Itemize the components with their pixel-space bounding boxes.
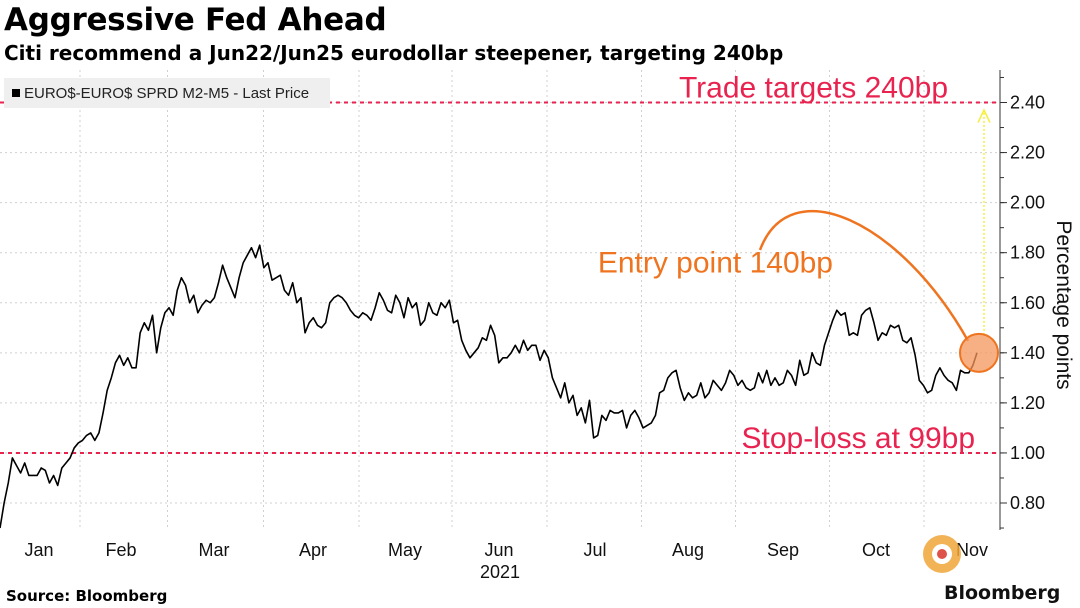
x-tick-label: Sep <box>767 540 799 560</box>
target-arrow <box>977 108 991 335</box>
y-tick-label: 2.20 <box>1010 143 1045 163</box>
legend: EURO$-EURO$ SPRD M2-M5 - Last Price <box>4 78 330 108</box>
legend-swatch <box>12 89 20 97</box>
reference-line-label: Stop-loss at 99bp <box>742 422 975 455</box>
y-tick-label: 1.40 <box>1010 343 1045 363</box>
y-tick-label: 1.00 <box>1010 443 1045 463</box>
x-axis-labels: Jan Feb Mar Apr May Jun Jul Aug Sep Oct Nov <box>24 540 988 560</box>
x-tick-label: Jun <box>484 540 513 560</box>
x-tick-label: Jul <box>583 540 606 560</box>
entry-point-marker <box>959 332 999 373</box>
x-tick-label: Jan <box>24 540 53 560</box>
target-arrow-head <box>977 108 991 123</box>
chart-subtitle: Citi recommend a Jun22/Jun25 eurodollar … <box>4 41 784 65</box>
y-axis: 0.80 1.00 1.20 1.40 1.60 1.80 2.00 2.20 2.40 <box>999 70 1045 530</box>
x-tick-label: Nov <box>956 540 988 560</box>
x-tick-label: Aug <box>672 540 704 560</box>
entry-point-label: Entry point 140bp <box>598 247 833 280</box>
series-line-eurodollar-spread <box>0 244 978 529</box>
x-axis-year-label: 2021 <box>480 562 520 582</box>
y-tick-label: 2.40 <box>1010 93 1045 113</box>
reference-line-label: Trade targets 240bp <box>679 72 948 105</box>
entry-connector-curve <box>758 209 970 342</box>
y-tick-label: 1.20 <box>1010 393 1045 413</box>
legend-label: EURO$-EURO$ SPRD M2-M5 - Last Price <box>24 84 310 102</box>
y-tick-label: 0.80 <box>1010 493 1045 513</box>
reference-lines: Trade targets 240bp Stop-loss at 99bp <box>0 72 1000 455</box>
x-tick-label: Oct <box>862 540 890 560</box>
y-axis-label: Percentage points <box>1052 220 1075 389</box>
x-gridlines <box>79 70 925 530</box>
x-tick-label: Apr <box>299 540 327 560</box>
y-tick-label: 1.80 <box>1010 243 1045 263</box>
y-tick-label: 2.00 <box>1010 193 1045 213</box>
chart-title: Aggressive Fed Ahead <box>4 2 387 38</box>
cngold-watermark-logo <box>923 535 961 573</box>
entry-point-annotation: Entry point 140bp <box>598 209 999 373</box>
y-tick-label: 1.60 <box>1010 293 1045 313</box>
x-tick-label: Feb <box>105 540 136 560</box>
source-note: Source: Bloomberg <box>6 587 168 605</box>
bloomberg-brand: Bloomberg <box>944 582 1061 604</box>
x-tick-label: Mar <box>199 540 230 560</box>
x-tick-label: May <box>388 540 422 560</box>
